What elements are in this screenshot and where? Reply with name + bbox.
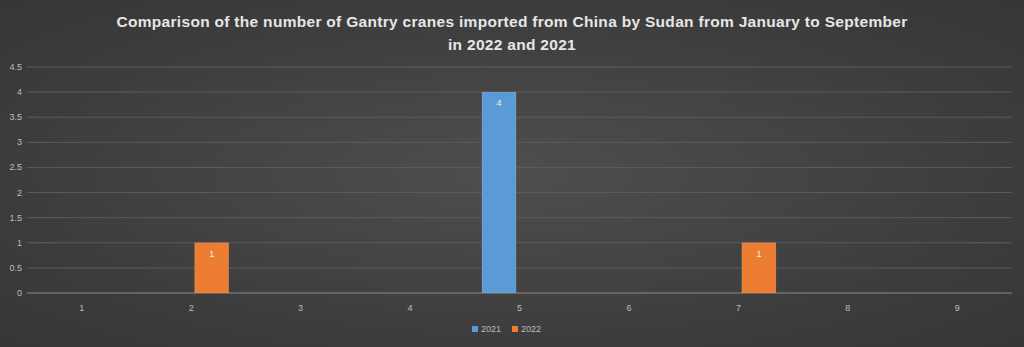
y-tick-label: 0: [17, 288, 22, 298]
legend-label: 2022: [521, 324, 541, 334]
grid-line: [27, 117, 1012, 118]
x-tick-label: 8: [845, 303, 850, 313]
data-label: 4: [496, 98, 501, 108]
grid-line: [27, 67, 1012, 68]
y-tick-label: 2.5: [9, 162, 22, 172]
grid-line: [27, 192, 1012, 193]
data-label: 1: [209, 249, 214, 259]
legend-swatch: [512, 326, 518, 332]
x-tick-label: 5: [517, 303, 522, 313]
grid-line: [27, 242, 1012, 243]
x-tick-label: 6: [626, 303, 631, 313]
grid-line: [27, 293, 1012, 294]
chart-svg: 0 0.5 1 1.5 2 2.5 3 3.5 4 4.5 1 2 3 4 5 6 7 8 9 4 1 1 2021 2022: [0, 0, 1024, 347]
x-tick-label: 2: [189, 303, 194, 313]
x-tick-label: 7: [736, 303, 741, 313]
bar: [195, 243, 229, 293]
bar: [742, 243, 776, 293]
legend-label: 2021: [481, 324, 501, 334]
grid-line: [27, 142, 1012, 143]
y-tick-label: 3.5: [9, 112, 22, 122]
x-tick-label: 1: [79, 303, 84, 313]
x-tick-label: 4: [408, 303, 413, 313]
grid-line: [27, 92, 1012, 93]
y-tick-label: 1.5: [9, 213, 22, 223]
x-tick-label: 3: [298, 303, 303, 313]
y-tick-label: 2: [17, 188, 22, 198]
y-tick-label: 3: [17, 137, 22, 147]
legend-swatch: [472, 326, 478, 332]
y-tick-label: 0.5: [9, 263, 22, 273]
x-tick-label: 9: [955, 303, 960, 313]
chart-title: Comparison of the number of Gantry crane…: [112, 10, 912, 56]
y-tick-label: 1: [17, 238, 22, 248]
data-label: 1: [756, 249, 761, 259]
y-axis-line: [27, 67, 28, 293]
y-tick-label: 4.5: [9, 62, 22, 72]
bars: [195, 92, 776, 293]
grid-line: [27, 217, 1012, 218]
bar: [482, 92, 516, 293]
grid-line: [27, 167, 1012, 168]
grid-line: [27, 267, 1012, 268]
y-tick-label: 4: [17, 87, 22, 97]
chart-background: Comparison of the number of Gantry crane…: [0, 0, 1024, 347]
